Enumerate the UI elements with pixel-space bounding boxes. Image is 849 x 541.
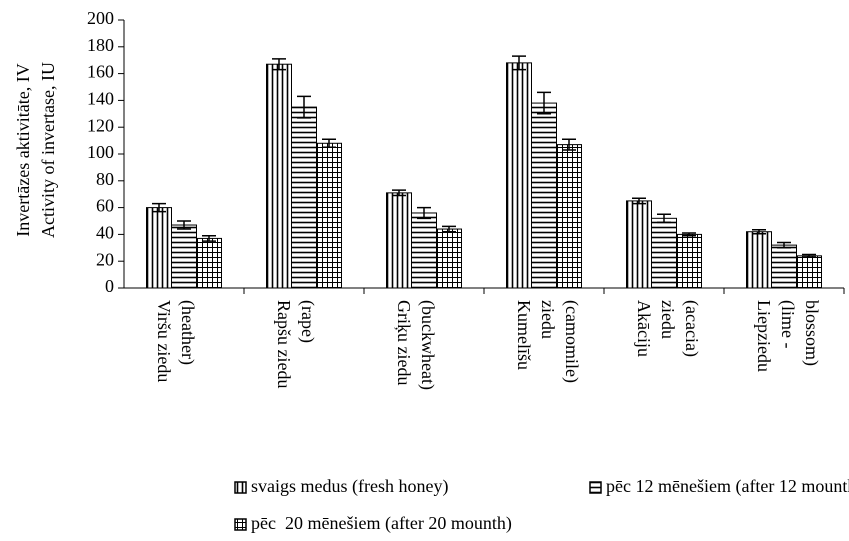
x-tick-label: Kumelīšu	[514, 300, 534, 370]
error-bar	[657, 213, 671, 224]
bar	[531, 102, 557, 289]
bar	[626, 200, 652, 289]
y-tick-label: 100	[87, 142, 114, 162]
bar	[291, 106, 317, 289]
error-bar	[632, 197, 646, 205]
x-tick-label: ziedu	[538, 300, 558, 339]
bar	[676, 233, 702, 289]
bar	[196, 237, 222, 289]
x-tick-label: Griķu ziedu	[394, 300, 414, 385]
bar	[146, 207, 172, 289]
y-tick-label: 40	[96, 223, 114, 243]
x-tick-label: (camomile)	[561, 300, 582, 383]
legend-label: pēc 20 mēnešiem (after 20 mounth)	[251, 513, 512, 534]
y-tick-label: 120	[87, 115, 114, 135]
legend-label: pēc 12 mēnešiem (after 12 mounth)	[606, 476, 849, 497]
error-bar	[202, 234, 216, 242]
x-tick-label: (buckwheat)	[417, 300, 438, 390]
error-bar	[752, 228, 766, 235]
error-bar	[537, 91, 551, 115]
bar	[411, 212, 437, 289]
y-tick-label: 80	[96, 169, 114, 189]
y-tick-label: 160	[87, 62, 114, 82]
error-bar	[512, 55, 526, 71]
error-bar	[272, 58, 286, 71]
error-bar	[177, 220, 191, 230]
error-bar	[777, 241, 791, 249]
bar	[746, 231, 772, 289]
bar	[386, 192, 412, 289]
legend-swatch	[234, 518, 247, 531]
x-tick-label: (lime -	[777, 300, 798, 348]
x-tick-label: Viršu ziedu	[154, 300, 174, 382]
y-axis-label: Activity of invertase, IU	[38, 62, 58, 238]
legend-swatch	[589, 481, 602, 494]
error-bar	[297, 95, 311, 119]
y-tick-label: 200	[87, 8, 114, 28]
bar	[506, 62, 532, 289]
bar	[771, 244, 797, 289]
bar	[436, 228, 462, 289]
y-tick-label: 60	[96, 196, 114, 216]
x-tick-label: blossom)	[801, 300, 822, 366]
y-axis-label: Invertāzes aktivitāte, IV	[13, 63, 33, 236]
error-bar	[322, 138, 336, 149]
x-tick-label: ziedu	[658, 300, 678, 339]
error-bar	[417, 206, 431, 220]
error-bar	[392, 189, 406, 197]
bar	[316, 142, 342, 289]
error-bar	[442, 225, 456, 233]
x-tick-label: (acacia)	[681, 300, 702, 357]
x-tick-label: Liepziedu	[754, 300, 774, 372]
y-tick-label: 0	[105, 276, 114, 296]
bar	[556, 144, 582, 289]
y-tick-label: 180	[87, 35, 114, 55]
bar	[171, 224, 197, 289]
bar	[651, 217, 677, 289]
legend-label: svaigs medus (fresh honey)	[251, 476, 448, 497]
y-tick-label: 20	[96, 249, 114, 269]
error-bar	[682, 232, 696, 237]
bar	[266, 63, 292, 289]
error-bar	[802, 253, 816, 258]
x-tick-label: (rape)	[297, 300, 318, 343]
error-bar	[152, 202, 166, 213]
x-tick-label: Akāciju	[634, 300, 654, 357]
legend-swatch	[234, 481, 247, 494]
y-tick-label: 140	[87, 89, 114, 109]
error-bar	[562, 138, 576, 151]
x-tick-label: Rapšu ziedu	[274, 300, 294, 388]
bar	[796, 255, 822, 289]
x-tick-label: (heather)	[177, 300, 198, 365]
